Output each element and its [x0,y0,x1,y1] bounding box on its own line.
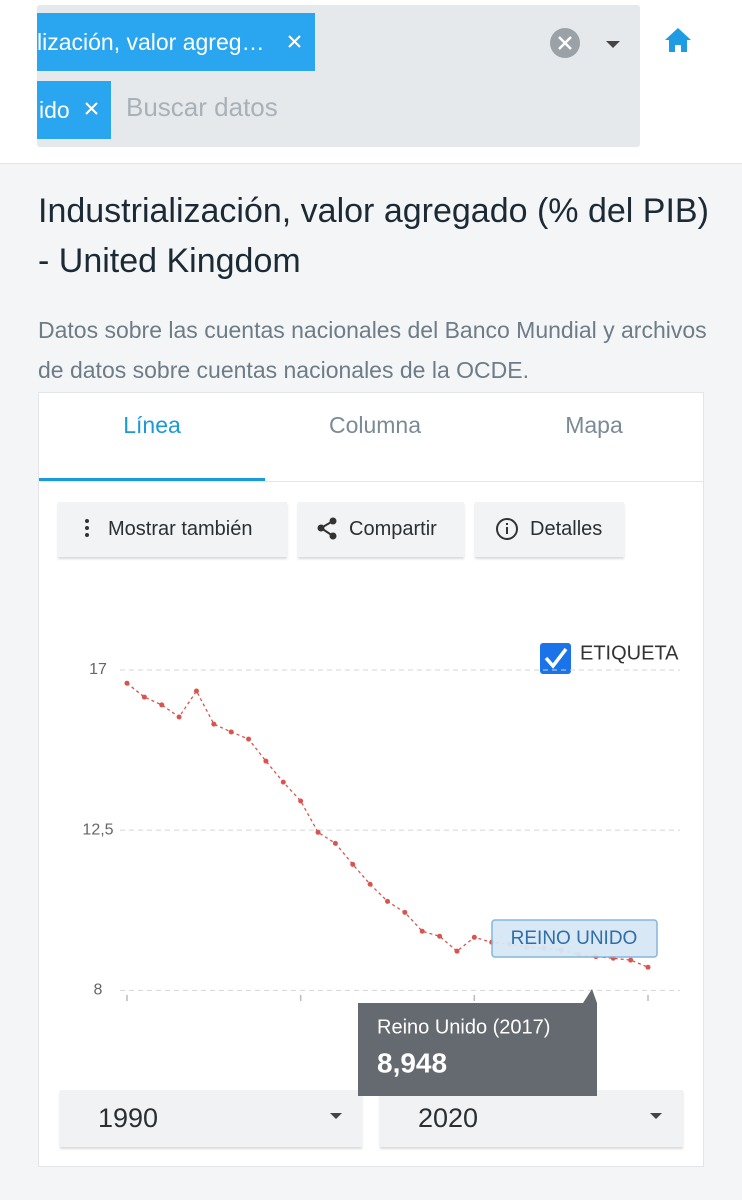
button[interactable]: Mostrar también [58,502,287,557]
button[interactable]: Compartir [298,502,464,557]
data-point [385,898,390,904]
source-note: Datos sobre las cuentas nacionales del B… [38,317,707,383]
data-point [315,829,321,835]
data-point [628,957,634,963]
tab-underline [39,478,265,481]
checkmark [544,647,568,669]
data-point [402,909,408,915]
tab[interactable]: Línea [123,412,181,438]
data-point [263,758,269,764]
data-point [246,736,252,742]
button-label: Mostrar también [108,518,253,540]
data-point [280,779,286,785]
y-tick-label: 12,5 [82,821,113,838]
tab[interactable]: Mapa [565,412,623,438]
line-label-box [491,919,658,958]
data-point [211,721,217,727]
data-point [124,680,130,686]
button-icons [85,517,518,540]
tab-divider [39,481,703,482]
y-tick-label: 8 [94,982,103,999]
data-point [419,928,425,934]
tab[interactable]: Columna [328,412,422,438]
filter-chip[interactable]: lización, valor agreg… [37,13,315,71]
data-point [350,861,356,867]
tooltip-title: Reino Unido (2017) [377,1016,550,1038]
data-point [471,934,477,940]
select-label: 2020 [418,1103,479,1133]
home-icon[interactable] [665,28,691,52]
button-label: Detalles [530,518,603,540]
button-label: Compartir [349,518,437,540]
chip-close[interactable] [85,35,301,115]
top-icons [85,28,691,115]
y-tick-label: 17 [89,661,107,678]
data-point [437,933,443,939]
line-label: REINO UNIDO [511,928,638,949]
label-checkbox[interactable] [540,643,571,674]
data-point [332,840,338,846]
page-title: Industrialización, valor agregado (% del… [38,192,709,280]
label-toggle[interactable]: ETIQUETA [580,642,679,664]
chip-label: ido [39,97,70,123]
year-select[interactable]: 1990 [60,1090,362,1147]
data-point [193,688,199,694]
tooltip-value: 8,948 [377,1047,447,1078]
data-point [159,702,165,708]
data-point [176,714,182,720]
data-point [645,964,651,970]
button[interactable]: Detalles [475,502,624,557]
data-point [298,798,304,804]
data-point [367,881,373,887]
filter-chip[interactable]: ido [37,81,111,139]
data-point [454,948,460,954]
search-placeholder[interactable]: Buscar datos [126,92,278,122]
select-label: 1990 [98,1103,159,1133]
chip-label: lización, valor agreg… [37,29,265,55]
data-point [228,729,234,735]
data-point [141,694,147,700]
dropdown-arrow[interactable] [606,41,620,48]
select-caret[interactable] [330,1113,662,1119]
tooltip [358,989,597,1096]
year-select[interactable]: 2020 [380,1090,683,1147]
